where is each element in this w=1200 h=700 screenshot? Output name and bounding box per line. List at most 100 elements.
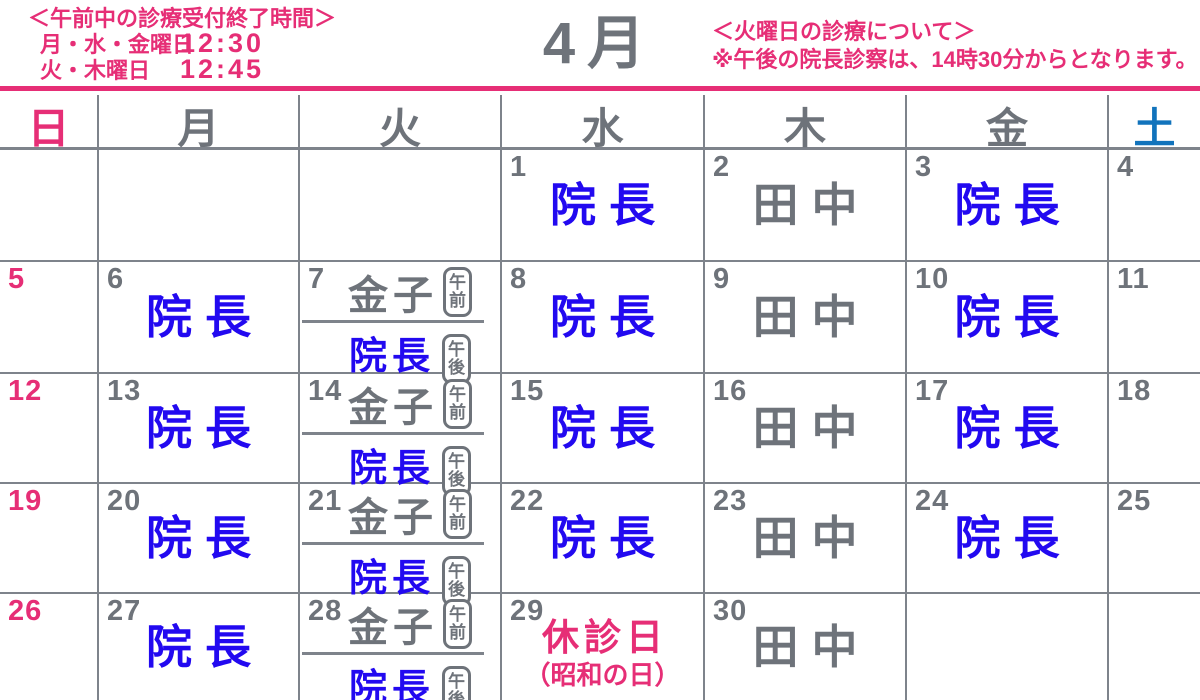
weekday-label: 水 — [581, 105, 624, 152]
staff-name: 田中 — [752, 402, 871, 454]
calendar-grid: 1 院長 2 田中 3 院長 4 5 6 院長 7 金子午前院長午後 8 院長 9 田中 10 院長 11 12 13 院… — [0, 150, 1200, 700]
day-number: 19 — [8, 485, 43, 517]
day-number: 25 — [1117, 485, 1152, 517]
day-cell-28: 28 金子午前院長午後 — [298, 592, 500, 700]
badge-char: 午 — [448, 340, 465, 359]
am-badge: 午前 — [443, 489, 472, 539]
reception-time: 12:30 — [180, 28, 265, 58]
day-cell-27: 27 院長 — [97, 592, 298, 700]
calendar: 日月火水木金土 1 院長 2 田中 3 院長 4 5 6 院長 7 金子午前院長午後 8 院長 9 田中 10 院… — [0, 95, 1200, 700]
weekday-mon: 月 — [97, 95, 298, 156]
day-number: 12 — [8, 375, 43, 407]
day-number: 9 — [713, 263, 731, 295]
day-cell-3: 3 院長 — [905, 150, 1107, 260]
day-cell-17: 17 院長 — [905, 372, 1107, 482]
day-cell-blank — [905, 592, 1107, 700]
weekday-label: 日 — [27, 105, 70, 152]
reception-days-label: 月・水・金曜日 — [40, 32, 195, 57]
staff-name: 院長 — [146, 402, 264, 454]
am-staff-name: 金子 — [348, 274, 438, 318]
afternoon-slot: 院長午後 — [310, 324, 510, 384]
day-number: 27 — [107, 595, 142, 627]
day-cell-20: 20 院長 — [97, 482, 298, 592]
day-cell-6: 6 院長 — [97, 260, 298, 372]
day-cell-11: 11 — [1107, 260, 1200, 372]
header-divider-rule — [0, 86, 1200, 91]
badge-char: 午 — [448, 672, 465, 691]
day-cell-22: 22 院長 — [500, 482, 703, 592]
day-number: 11 — [1117, 263, 1150, 295]
reception-hours-title: ＜午前中の診療受付終了時間＞ — [28, 6, 337, 31]
weekday-fri: 金 — [905, 95, 1107, 156]
staff-name: 院長 — [954, 402, 1073, 454]
weekday-thu: 木 — [703, 95, 905, 156]
day-cell-4: 4 — [1107, 150, 1200, 260]
am-badge: 午前 — [443, 267, 472, 317]
staff-name: 田中 — [752, 291, 871, 343]
morning-slot: 金子午前 — [310, 486, 510, 542]
day-number: 7 — [308, 263, 326, 295]
day-cell-blank — [0, 150, 97, 260]
weekday-wed: 水 — [500, 95, 703, 156]
day-cell-19: 19 — [0, 482, 97, 592]
reception-hours-block: ＜午前中の診療受付終了時間＞ 月・水・金曜日 12:30 火・木曜日 12:45 — [28, 6, 336, 84]
afternoon-slot: 院長午後 — [310, 436, 510, 496]
reception-hours-row-1: 月・水・金曜日 12:30 — [40, 28, 336, 58]
am-badge: 午前 — [443, 599, 472, 649]
holiday-sublabel: （昭和の日） — [524, 660, 681, 690]
staff-name: 院長 — [550, 512, 668, 564]
badge-char: 後 — [448, 580, 465, 599]
day-number: 30 — [713, 595, 748, 627]
day-cell-16: 16 田中 — [703, 372, 905, 482]
staff-name: 院長 — [954, 179, 1073, 231]
am-badge: 午前 — [443, 379, 472, 429]
badge-char: 午 — [448, 452, 465, 471]
staff-name: 院長 — [550, 402, 668, 454]
day-number: 21 — [308, 485, 343, 517]
reception-time: 12:45 — [180, 54, 265, 84]
day-number: 13 — [107, 375, 142, 407]
day-number: 2 — [713, 151, 731, 183]
pm-staff-name: 院長 — [348, 447, 435, 490]
badge-char: 午 — [449, 495, 466, 514]
day-cell-29: 29 休診日 （昭和の日） — [500, 592, 703, 700]
weekday-label: 月 — [177, 105, 220, 152]
weekday-label: 木 — [783, 105, 826, 152]
day-cell-25: 25 — [1107, 482, 1200, 592]
month-title: 4月 — [542, 11, 658, 76]
am-staff-name: 金子 — [348, 496, 438, 540]
day-cell-14: 14 金子午前院長午後 — [298, 372, 500, 496]
day-cell-1: 1 院長 — [500, 150, 703, 260]
day-number: 15 — [510, 375, 545, 407]
am-pm-divider — [302, 320, 484, 323]
day-number: 4 — [1117, 151, 1135, 183]
day-number: 29 — [510, 595, 545, 627]
day-cell-8: 8 院長 — [500, 260, 703, 372]
badge-char: 午 — [448, 562, 465, 581]
badge-char: 午 — [449, 605, 466, 624]
am-pm-divider — [302, 652, 484, 655]
day-number: 20 — [107, 485, 142, 517]
day-cell-9: 9 田中 — [703, 260, 905, 372]
day-number: 23 — [713, 485, 748, 517]
morning-slot: 金子午前 — [310, 264, 510, 320]
day-cell-2: 2 田中 — [703, 150, 905, 260]
day-cell-15: 15 院長 — [500, 372, 703, 482]
day-number: 22 — [510, 485, 545, 517]
tuesday-note-text: ※午後の院長診察は、14時30分からとなります。 — [712, 47, 1198, 72]
day-number: 26 — [8, 595, 43, 627]
morning-slot: 金子午前 — [310, 596, 510, 652]
staff-name: 院長 — [550, 179, 668, 231]
day-cell-blank — [298, 150, 500, 260]
weekday-label: 土 — [1133, 105, 1176, 152]
day-number: 24 — [915, 485, 950, 517]
day-cell-13: 13 院長 — [97, 372, 298, 482]
am-pm-divider — [302, 432, 484, 435]
day-number: 3 — [915, 151, 933, 183]
badge-char: 前 — [449, 513, 466, 532]
staff-name: 田中 — [752, 512, 871, 564]
day-number: 8 — [510, 263, 528, 295]
day-cell-blank — [1107, 592, 1200, 700]
day-cell-24: 24 院長 — [905, 482, 1107, 592]
day-cell-10: 10 院長 — [905, 260, 1107, 372]
